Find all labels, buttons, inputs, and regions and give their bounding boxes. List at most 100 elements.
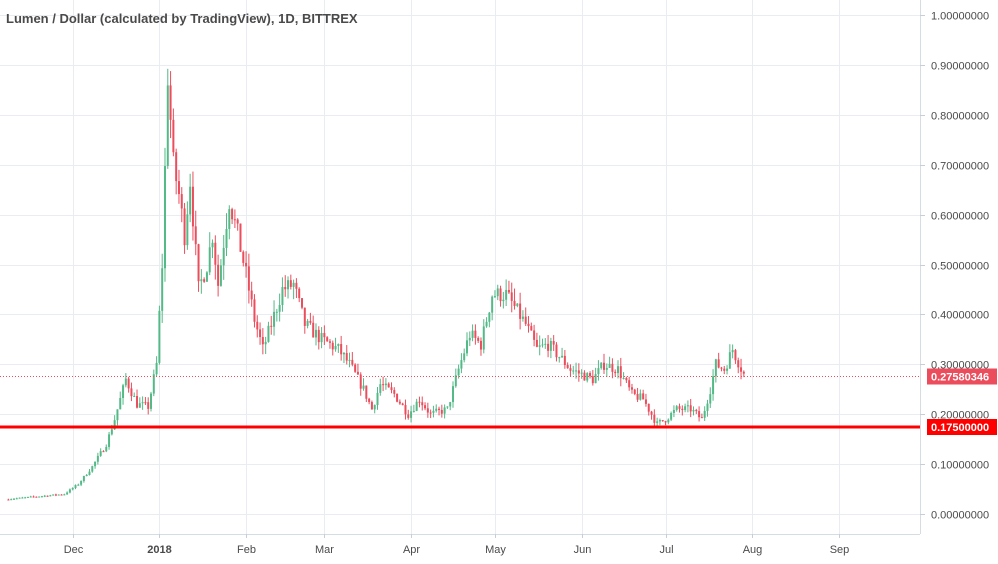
candle-body-down xyxy=(354,364,357,372)
time-tick-label: Dec xyxy=(64,544,84,556)
candle-body-up xyxy=(575,370,578,372)
candle-body-up xyxy=(686,405,689,407)
candle-body-down xyxy=(429,412,432,414)
candle-body-down xyxy=(630,387,633,390)
candle-body-up xyxy=(91,466,94,472)
candle-body-down xyxy=(407,414,410,418)
candle-body-up xyxy=(465,340,468,354)
candle-body-up xyxy=(712,376,715,395)
candle-body-down xyxy=(737,360,740,368)
candle-body-up xyxy=(597,368,600,375)
candle-body-up xyxy=(460,360,463,369)
time-tick-label: Jun xyxy=(574,544,592,556)
candle-body-up xyxy=(709,394,712,404)
candle-body-up xyxy=(384,383,387,386)
candle-body-down xyxy=(524,316,527,324)
candle-body-down xyxy=(295,282,298,289)
candle-body-up xyxy=(482,326,485,350)
candle-body-down xyxy=(309,320,312,323)
candle-body-down xyxy=(390,387,393,391)
candle-body-up xyxy=(463,353,466,361)
candle-body-down xyxy=(734,350,737,361)
candle-body-up xyxy=(43,495,46,497)
candle-body-down xyxy=(197,244,200,282)
candle-body-down xyxy=(54,494,57,496)
candle-body-down xyxy=(177,181,180,195)
candle-body-down xyxy=(331,342,334,350)
candle-body-down xyxy=(650,411,653,415)
candle-body-down xyxy=(250,290,253,300)
candle-body-down xyxy=(474,330,477,338)
candle-body-up xyxy=(471,330,474,338)
candle-body-up xyxy=(116,409,119,421)
candle-body-up xyxy=(158,310,161,363)
candle-body-down xyxy=(289,280,292,287)
candle-body-up xyxy=(379,384,382,393)
candle-body-up xyxy=(141,402,144,404)
candle-body-up xyxy=(616,366,619,374)
time-tick-label: Aug xyxy=(743,544,763,556)
candle-body-down xyxy=(583,372,586,381)
candle-body-up xyxy=(415,401,418,411)
candle-body-up xyxy=(670,412,673,420)
candle-body-down xyxy=(664,421,667,423)
candle-body-down xyxy=(233,219,236,221)
candle-body-down xyxy=(424,405,427,409)
candle-body-down xyxy=(426,408,429,413)
candle-body-down xyxy=(636,393,639,400)
candle-body-down xyxy=(191,186,194,227)
candle-body-down xyxy=(644,399,647,404)
candle-body-up xyxy=(580,372,583,374)
candle-body-up xyxy=(502,299,505,302)
candle-body-down xyxy=(144,402,147,404)
candle-body-up xyxy=(49,495,52,497)
candle-body-up xyxy=(77,484,80,486)
candle-body-down xyxy=(519,303,522,319)
candle-body-up xyxy=(119,397,122,410)
candle-body-down xyxy=(328,341,331,343)
candle-body-down xyxy=(720,367,723,369)
current-price-label-bg xyxy=(927,368,997,385)
candle-body-down xyxy=(533,330,536,340)
candle-body-up xyxy=(166,85,169,167)
candle-body-down xyxy=(404,405,407,415)
candle-body-up xyxy=(410,411,413,418)
candle-body-down xyxy=(717,359,720,368)
candle-body-up xyxy=(468,337,471,341)
candle-body-up xyxy=(189,186,192,215)
candle-body-down xyxy=(323,333,326,338)
candle-body-up xyxy=(40,496,43,498)
candle-body-down xyxy=(510,292,513,301)
candle-body-up xyxy=(161,268,164,311)
candle-body-down xyxy=(614,371,617,374)
candle-body-up xyxy=(692,409,695,412)
candle-body-down xyxy=(136,396,139,408)
candle-body-up xyxy=(82,475,85,482)
candle-body-down xyxy=(418,401,421,403)
candle-body-down xyxy=(270,325,273,327)
candle-body-down xyxy=(60,494,63,496)
candle-body-up xyxy=(558,357,561,359)
candle-body-up xyxy=(10,499,13,501)
candle-body-down xyxy=(661,420,664,422)
candle-body-down xyxy=(566,365,569,369)
time-tick-label: Sep xyxy=(830,544,850,556)
candle-body-down xyxy=(742,371,745,374)
candle-body-up xyxy=(622,378,625,380)
candle-body-up xyxy=(454,375,457,387)
candle-body-up xyxy=(505,289,508,300)
candle-body-up xyxy=(113,420,116,430)
candle-body-down xyxy=(236,219,239,224)
candle-body-up xyxy=(15,498,18,500)
candle-body-down xyxy=(552,340,555,345)
candle-body-down xyxy=(647,403,650,412)
candle-body-down xyxy=(317,329,320,343)
candle-body-down xyxy=(387,383,390,388)
candle-body-down xyxy=(102,451,105,453)
candle-body-down xyxy=(180,194,183,209)
candle-body-up xyxy=(561,355,564,358)
candle-body-up xyxy=(714,359,717,377)
candle-body-up xyxy=(376,392,379,406)
candle-body-up xyxy=(362,385,365,389)
